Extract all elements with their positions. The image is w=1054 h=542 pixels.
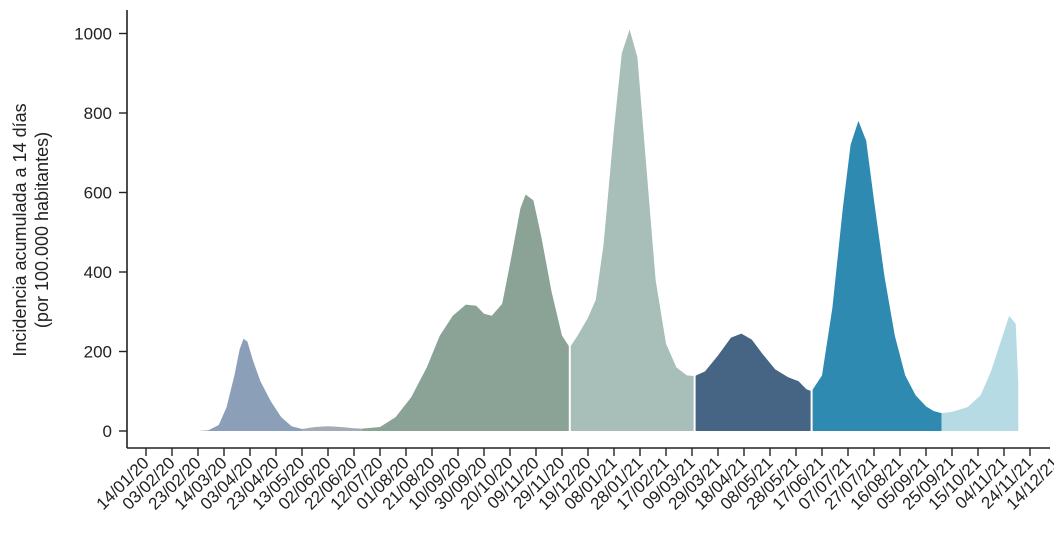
y-tick-label: 800: [84, 104, 112, 123]
area-segment-5: [694, 333, 812, 431]
y-axis-title-line2: (por 100.000 habitantes): [32, 132, 52, 328]
x-ticks-group: 14/01/2003/02/2023/02/2014/03/2003/04/20…: [93, 448, 1054, 514]
area-segment-1: [146, 338, 302, 431]
y-tick-label: 1000: [74, 25, 112, 44]
y-tick-label: 0: [103, 422, 112, 441]
boundaries-group: [568, 200, 813, 431]
y-tick-label: 400: [84, 263, 112, 282]
y-tick-label: 200: [84, 343, 112, 362]
area-segment-7: [941, 315, 1019, 431]
y-tick-label: 600: [84, 184, 112, 203]
y-axis-title-line1: Incidencia acumulada a 14 días: [10, 103, 30, 356]
area-segment-3: [361, 194, 570, 431]
area-segment-6: [811, 120, 942, 432]
area-segment-2: [302, 426, 362, 431]
areas-group: [146, 29, 1019, 432]
area-segment-4: [569, 29, 695, 431]
y-ticks-group: 0 200 400 600 800 1000: [74, 25, 127, 441]
